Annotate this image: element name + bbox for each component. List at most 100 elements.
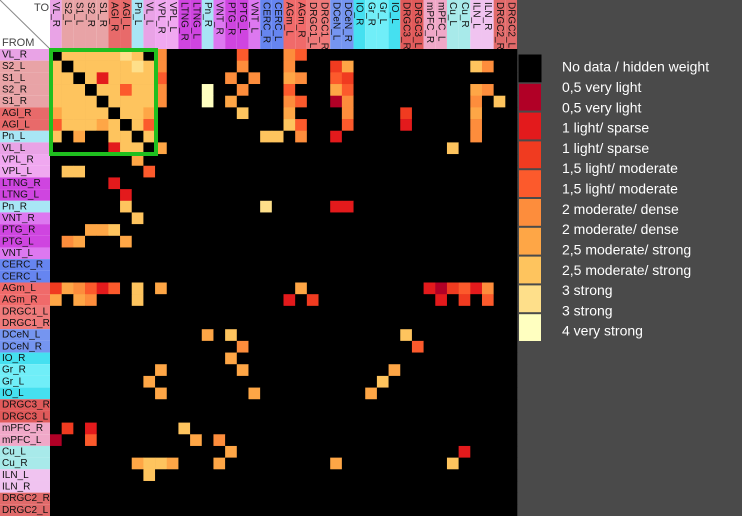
cell (400, 235, 413, 248)
cell (376, 445, 389, 458)
cell (271, 399, 284, 412)
cell (481, 317, 494, 330)
cell (213, 95, 226, 108)
cell (435, 504, 448, 516)
cell (271, 492, 284, 505)
cell (190, 352, 203, 365)
cell (236, 329, 249, 342)
cell (341, 200, 354, 213)
row-label: LTNG_R (2, 178, 41, 189)
column-label-bg (435, 0, 447, 49)
cell (306, 259, 319, 272)
column-label: LTNG_L (190, 2, 201, 39)
cell (166, 340, 179, 353)
cell (120, 177, 133, 190)
cell (481, 200, 494, 213)
cell (353, 177, 366, 190)
cell (458, 329, 471, 342)
cell (458, 247, 471, 260)
cell (318, 130, 331, 143)
cell (388, 154, 401, 167)
cell (446, 107, 459, 120)
column-label: DRGC1_L (307, 2, 318, 49)
cell (190, 375, 203, 388)
cell (225, 142, 238, 155)
cell (435, 305, 448, 318)
cell (73, 247, 86, 260)
cell (143, 329, 156, 342)
row-label: Cu_L (2, 446, 26, 457)
cell (400, 480, 413, 493)
cell (108, 329, 121, 342)
cell (143, 95, 156, 108)
cell (423, 95, 436, 108)
cell (353, 434, 366, 447)
cell (481, 247, 494, 260)
cell (143, 480, 156, 493)
cell (446, 399, 459, 412)
cell (108, 410, 121, 423)
cell (423, 247, 436, 260)
cell (481, 387, 494, 400)
cell (260, 457, 273, 470)
legend-label: 1,5 light/ moderate (562, 181, 678, 197)
cell (131, 119, 144, 132)
cell (388, 340, 401, 353)
cell (213, 329, 226, 342)
cell (481, 95, 494, 108)
cell (73, 434, 86, 447)
cell (458, 294, 471, 307)
cell (400, 340, 413, 353)
row-label-bg (0, 387, 50, 400)
cell (423, 434, 436, 447)
cell (353, 305, 366, 318)
cell (435, 329, 448, 342)
cell (85, 469, 97, 482)
cell (143, 352, 156, 365)
row-label: mPFC_L (2, 435, 42, 446)
cell (96, 504, 109, 516)
row-label: PTG_R (2, 225, 35, 236)
cell (73, 504, 86, 516)
cell (411, 212, 424, 225)
cell (458, 119, 471, 132)
cell (376, 457, 389, 470)
cell (108, 72, 121, 85)
cell (120, 235, 133, 248)
cell (423, 189, 436, 202)
cell (365, 399, 378, 412)
cell (330, 189, 343, 202)
cell (493, 235, 506, 248)
highlight-box (49, 48, 158, 156)
cell (213, 154, 226, 167)
row-label: DRGC1_L (2, 306, 49, 317)
cell (96, 422, 109, 435)
cell (260, 352, 273, 365)
cell (143, 235, 156, 248)
cell (295, 130, 308, 143)
cell (330, 457, 343, 470)
cell (493, 387, 506, 400)
cell (435, 107, 448, 120)
cell (155, 60, 168, 73)
cell (271, 247, 284, 260)
cell (446, 480, 459, 493)
cell (330, 434, 343, 447)
cell (61, 305, 74, 318)
cell (85, 504, 97, 516)
cell (283, 142, 296, 155)
cell (481, 352, 494, 365)
cell (166, 154, 179, 167)
cell (96, 119, 109, 132)
cell (435, 72, 448, 85)
cell (388, 224, 401, 237)
cell (236, 480, 249, 493)
column-label-bg (190, 0, 202, 49)
cell (178, 457, 191, 470)
cell (143, 119, 156, 132)
cell (458, 317, 471, 330)
cell (61, 364, 74, 377)
cell (295, 445, 308, 458)
cell (96, 270, 109, 283)
cell (201, 364, 214, 377)
